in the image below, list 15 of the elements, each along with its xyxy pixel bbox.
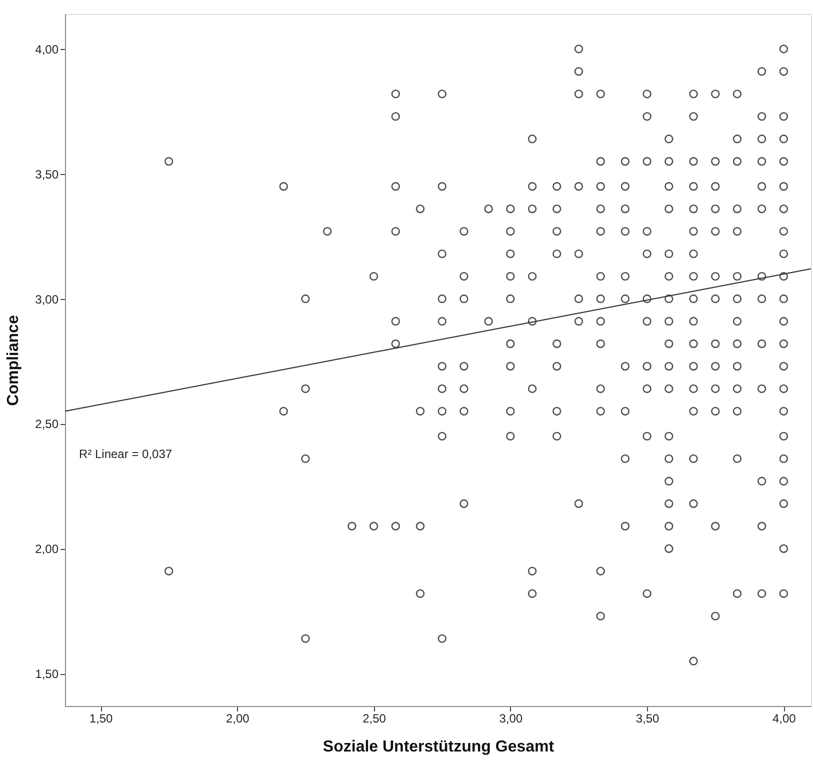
- y-tick-label: 1,50: [35, 667, 59, 682]
- x-tick-label: 3,00: [499, 712, 523, 726]
- y-tick-label: 4,00: [35, 42, 59, 56]
- x-tick-label: 2,00: [226, 712, 250, 726]
- x-tick-label: 3,50: [636, 712, 660, 726]
- y-tick-label: 3,50: [35, 167, 59, 182]
- x-axis-title: Soziale Unterstützung Gesamt: [322, 738, 555, 756]
- y-tick-label: 3,00: [35, 292, 59, 306]
- x-tick-label: 2,50: [362, 712, 386, 726]
- y-tick-label: 2,00: [35, 542, 59, 556]
- annotation: R² Linear = 0,037: [79, 447, 172, 461]
- x-tick-label: 4,00: [772, 712, 796, 726]
- y-tick-label: 2,50: [35, 417, 59, 432]
- x-tick-label: 1,50: [89, 712, 114, 726]
- y-axis-title: Compliance: [5, 315, 22, 406]
